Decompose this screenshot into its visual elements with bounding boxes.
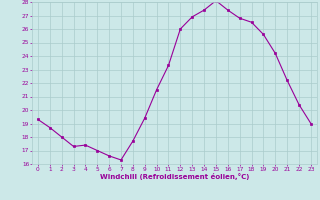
X-axis label: Windchill (Refroidissement éolien,°C): Windchill (Refroidissement éolien,°C)	[100, 173, 249, 180]
